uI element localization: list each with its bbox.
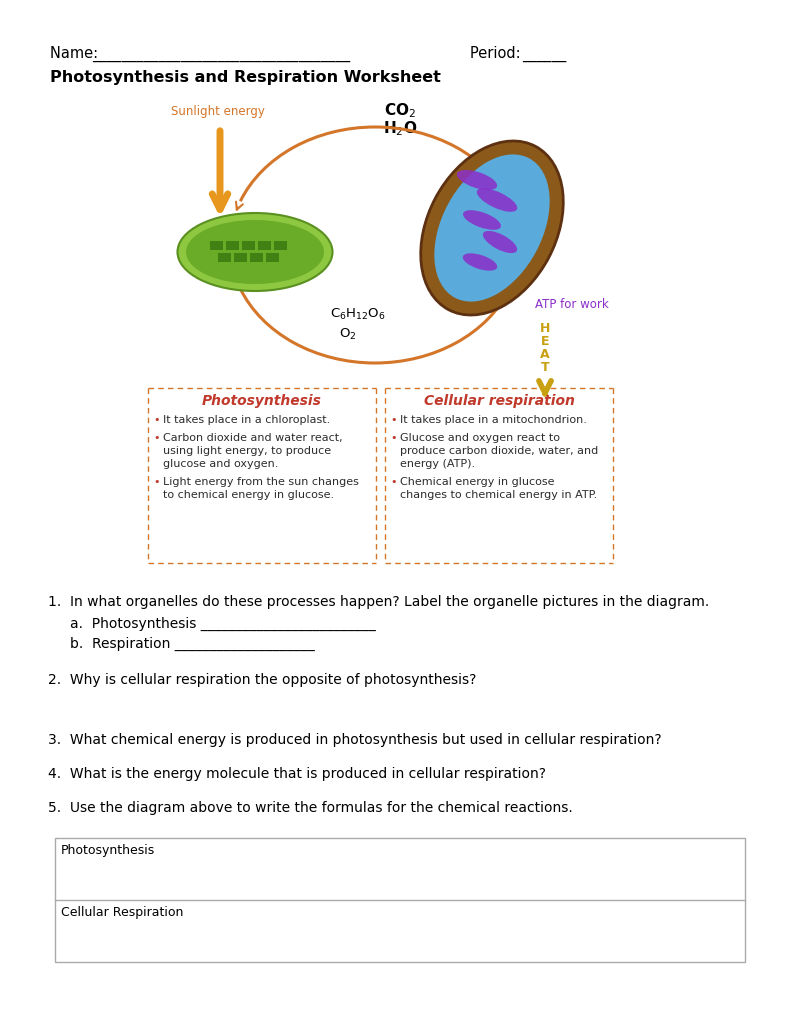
Text: C$_6$H$_{12}$O$_6$: C$_6$H$_{12}$O$_6$ <box>330 307 386 323</box>
Text: Carbon dioxide and water react,: Carbon dioxide and water react, <box>163 433 343 443</box>
Bar <box>242 241 255 250</box>
Text: glucose and oxygen.: glucose and oxygen. <box>163 459 278 469</box>
Text: Photosynthesis and Respiration Worksheet: Photosynthesis and Respiration Worksheet <box>50 70 441 85</box>
Text: Chemical energy in glucose: Chemical energy in glucose <box>400 477 554 487</box>
Text: produce carbon dioxide, water, and: produce carbon dioxide, water, and <box>400 446 598 456</box>
Ellipse shape <box>177 213 332 291</box>
Text: 2.  Why is cellular respiration the opposite of photosynthesis?: 2. Why is cellular respiration the oppos… <box>48 673 476 687</box>
Ellipse shape <box>457 170 497 190</box>
Text: using light energy, to produce: using light energy, to produce <box>163 446 331 456</box>
Ellipse shape <box>421 141 563 315</box>
Text: 5.  Use the diagram above to write the formulas for the chemical reactions.: 5. Use the diagram above to write the fo… <box>48 801 573 815</box>
Text: Photosynthesis: Photosynthesis <box>61 844 155 857</box>
Text: •: • <box>153 433 160 443</box>
Text: to chemical energy in glucose.: to chemical energy in glucose. <box>163 490 334 500</box>
Bar <box>266 253 279 262</box>
Text: O$_2$: O$_2$ <box>339 327 357 342</box>
Text: 1.  In what organelles do these processes happen? Label the organelle pictures i: 1. In what organelles do these processes… <box>48 595 710 609</box>
Text: ___________________________________: ___________________________________ <box>92 47 350 62</box>
Text: Light energy from the sun changes: Light energy from the sun changes <box>163 477 359 487</box>
Bar <box>258 241 271 250</box>
Text: •: • <box>390 433 396 443</box>
Bar <box>234 253 247 262</box>
Text: Cellular Respiration: Cellular Respiration <box>61 906 184 919</box>
Text: Cellular respiration: Cellular respiration <box>423 394 574 408</box>
Text: Glucose and oxygen react to: Glucose and oxygen react to <box>400 433 560 443</box>
Text: •: • <box>153 415 160 425</box>
Text: It takes place in a chloroplast.: It takes place in a chloroplast. <box>163 415 331 425</box>
Text: T: T <box>541 361 549 374</box>
Bar <box>55 838 745 962</box>
Text: b.  Respiration ____________________: b. Respiration ____________________ <box>70 637 315 651</box>
Text: energy (ATP).: energy (ATP). <box>400 459 475 469</box>
Ellipse shape <box>483 230 517 253</box>
Text: A: A <box>540 348 550 361</box>
Bar <box>218 253 231 262</box>
Ellipse shape <box>477 188 517 212</box>
Ellipse shape <box>186 220 324 284</box>
Text: H$_2$O: H$_2$O <box>383 119 417 137</box>
Text: H: H <box>539 322 551 335</box>
Text: a.  Photosynthesis _________________________: a. Photosynthesis ______________________… <box>70 617 376 631</box>
Ellipse shape <box>434 155 550 302</box>
Text: Sunlight energy: Sunlight energy <box>171 105 265 118</box>
Text: ATP for work: ATP for work <box>535 298 609 311</box>
Text: changes to chemical energy in ATP.: changes to chemical energy in ATP. <box>400 490 597 500</box>
Text: 3.  What chemical energy is produced in photosynthesis but used in cellular resp: 3. What chemical energy is produced in p… <box>48 733 661 746</box>
Ellipse shape <box>463 210 501 229</box>
Text: It takes place in a mitochondrion.: It takes place in a mitochondrion. <box>400 415 587 425</box>
Ellipse shape <box>463 253 498 270</box>
Text: CO$_2$: CO$_2$ <box>384 101 416 120</box>
Bar <box>210 241 223 250</box>
Bar <box>250 253 263 262</box>
Text: E: E <box>541 335 549 348</box>
Text: •: • <box>390 477 396 487</box>
Text: ______: ______ <box>522 47 566 62</box>
Bar <box>274 241 287 250</box>
Text: •: • <box>153 477 160 487</box>
Text: Photosynthesis: Photosynthesis <box>202 394 322 408</box>
Bar <box>226 241 239 250</box>
Text: 4.  What is the energy molecule that is produced in cellular respiration?: 4. What is the energy molecule that is p… <box>48 767 546 781</box>
Text: Name:: Name: <box>50 46 103 61</box>
Text: •: • <box>390 415 396 425</box>
Text: Period:: Period: <box>470 46 525 61</box>
